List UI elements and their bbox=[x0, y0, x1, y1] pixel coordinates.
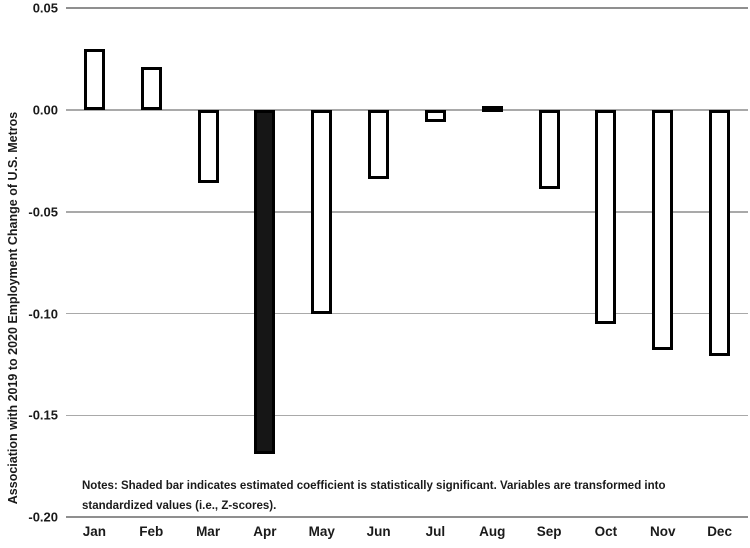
chart-notes-line2: standardized values (i.e., Z-scores). bbox=[82, 500, 277, 512]
gridline--0.20 bbox=[66, 516, 748, 518]
bar-jul bbox=[424, 110, 446, 123]
y-tick-label--0.15: -0.15 bbox=[28, 407, 58, 423]
gridline--0.15 bbox=[66, 414, 748, 416]
x-axis-label-aug: Aug bbox=[479, 524, 506, 539]
x-axis-label-may: May bbox=[308, 524, 335, 539]
bar-feb bbox=[140, 67, 162, 110]
gridline--0.10 bbox=[66, 312, 748, 315]
y-tick-label--0.05: -0.05 bbox=[28, 204, 58, 220]
y-tick-label-0.00: 0.00 bbox=[32, 102, 58, 118]
x-axis-label-dec: Dec bbox=[707, 524, 732, 539]
x-axis-label-jun: Jun bbox=[366, 524, 391, 539]
x-axis-label-apr: Apr bbox=[253, 524, 277, 539]
x-axis-label-sep: Sep bbox=[536, 524, 562, 539]
bar-mar bbox=[197, 110, 219, 184]
bar-dec bbox=[709, 110, 731, 357]
bar-may bbox=[311, 110, 333, 314]
gridline-0.05 bbox=[66, 7, 748, 10]
x-axis-label-feb: Feb bbox=[139, 524, 164, 539]
chart-notes: Notes: Shaded bar indicates estimated co… bbox=[82, 476, 722, 516]
bar-apr bbox=[254, 110, 276, 454]
bar-oct bbox=[595, 110, 617, 324]
x-axis-label-jan: Jan bbox=[82, 524, 107, 539]
bar-nov bbox=[652, 110, 674, 351]
y-tick-label-0.05: 0.05 bbox=[32, 0, 58, 16]
bar-aug bbox=[481, 105, 503, 112]
bar-sep bbox=[538, 110, 560, 190]
gridline-0.00 bbox=[66, 109, 748, 111]
y-tick-label--0.10: -0.10 bbox=[28, 306, 58, 321]
gridline--0.05 bbox=[66, 211, 748, 213]
x-axis-label-oct: Oct bbox=[594, 524, 618, 539]
x-axis-label-jul: Jul bbox=[425, 524, 446, 539]
x-axis-label-nov: Nov bbox=[649, 524, 676, 539]
bar-jan bbox=[83, 48, 105, 110]
chart-notes-line1: Notes: Shaded bar indicates estimated co… bbox=[82, 480, 666, 492]
y-tick-label--0.20: -0.20 bbox=[28, 509, 58, 525]
bar-jun bbox=[368, 110, 390, 180]
x-axis-label-mar: Mar bbox=[196, 524, 221, 539]
